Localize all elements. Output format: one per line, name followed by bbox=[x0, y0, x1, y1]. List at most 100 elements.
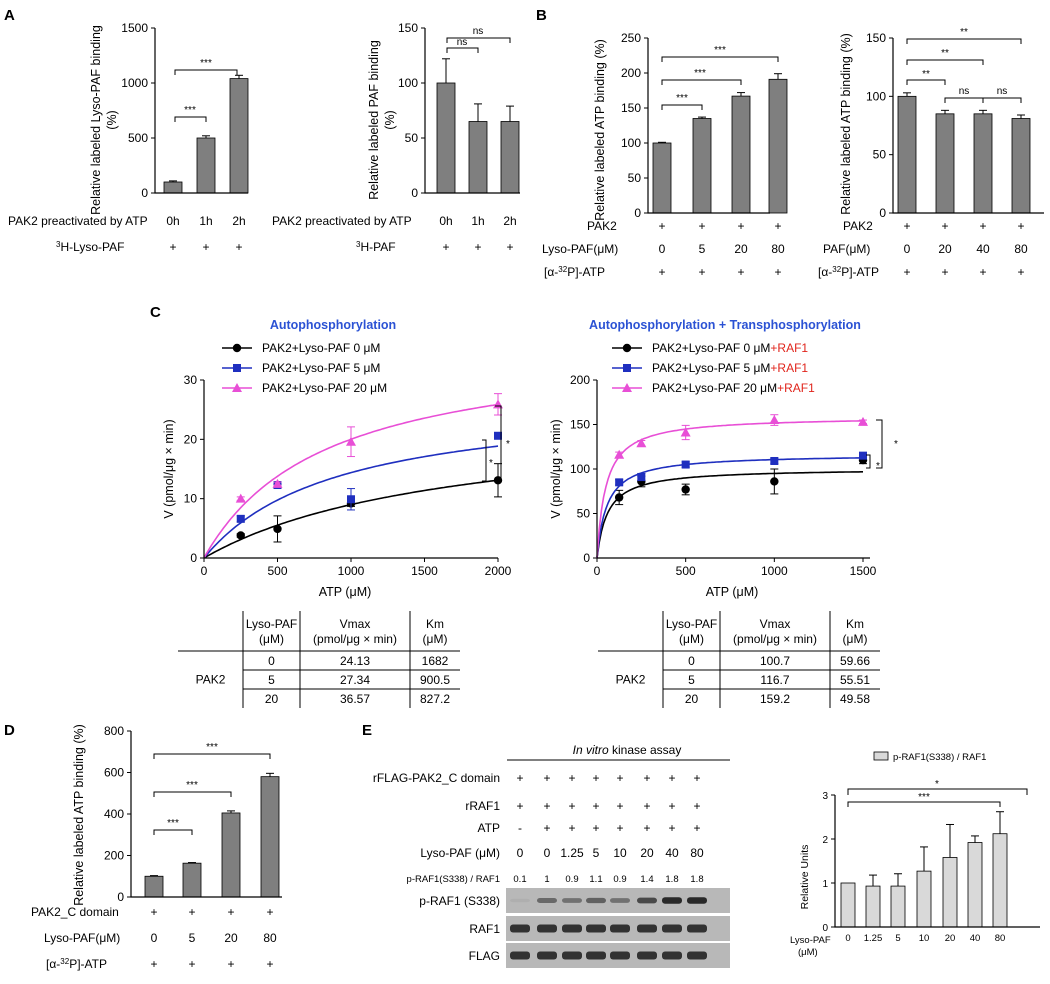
d-sig-3: *** bbox=[206, 742, 218, 753]
a-left-row1-value: 0h bbox=[166, 214, 179, 228]
c-right-legend-label: PAK2+Lyso-PAF 20 μM+RAF1 bbox=[652, 381, 815, 395]
e-bar bbox=[967, 842, 983, 928]
b-left-row3-post: P]-ATP bbox=[567, 265, 605, 279]
a-right-bars bbox=[436, 58, 520, 194]
c-right-legend-label: PAK2+Lyso-PAF 5 μM+RAF1 bbox=[652, 361, 808, 375]
b-left-row2-value: 0 bbox=[659, 242, 666, 256]
d-row3-post: P]-ATP bbox=[69, 957, 107, 971]
b-left-bracket-1 bbox=[661, 104, 703, 110]
b-right-row3-value: + bbox=[1017, 265, 1024, 279]
a-right-ylabel-2: (%) bbox=[383, 110, 397, 129]
c-right-xtick-label: 1000 bbox=[761, 564, 788, 578]
d-row2-value: 5 bbox=[189, 931, 196, 945]
e-blot-band bbox=[610, 898, 630, 903]
c-right-legend-point-square bbox=[623, 364, 631, 372]
c-right-legend-text: PAK2+Lyso-PAF 0 μM bbox=[652, 341, 770, 355]
d-row3-sup: 32 bbox=[60, 957, 69, 966]
c-left-axes bbox=[203, 380, 498, 559]
e-ratio-value: 1.8 bbox=[665, 874, 678, 885]
b-right-row2-value: 80 bbox=[1014, 242, 1028, 256]
d-bar bbox=[260, 776, 280, 898]
e-row-value: 5 bbox=[593, 846, 600, 860]
c-right-xlabel: ATP (μM) bbox=[706, 585, 759, 599]
c-left-table-cell: 5 bbox=[268, 673, 275, 687]
c-left-table-header: Vmax bbox=[340, 617, 371, 631]
b-left-row2-value: 20 bbox=[734, 242, 748, 256]
c-left-table-cell: 0 bbox=[268, 654, 275, 668]
e-row-value: + bbox=[592, 821, 599, 835]
c-left-kinetics-table: Lyso-PAF(μM)Vmax(pmol/μg × min)Km(μM)PAK… bbox=[178, 611, 460, 708]
a-left-sig-2: *** bbox=[200, 58, 212, 69]
e-blot-band bbox=[562, 898, 582, 903]
b-right-bar bbox=[935, 113, 955, 214]
b-left-row3-sup: 32 bbox=[558, 265, 567, 274]
c-right-table-cell: 0 bbox=[688, 654, 695, 668]
e-ratio-value: 1.8 bbox=[690, 874, 703, 885]
a-right-sig-2: ns bbox=[473, 26, 484, 37]
b-right-ytick-label: 0 bbox=[879, 206, 886, 220]
e-blot-band bbox=[586, 951, 606, 960]
b-left-sig-3: *** bbox=[714, 45, 726, 56]
e-row-value: 40 bbox=[665, 846, 679, 860]
c-left-xtick-label: 1000 bbox=[338, 564, 365, 578]
c-left-xtick-label: 1500 bbox=[411, 564, 438, 578]
e-ytick-label: 0 bbox=[822, 923, 828, 934]
d-bar bbox=[221, 812, 241, 898]
c-left-legend-label: PAK2+Lyso-PAF 20 μM bbox=[262, 381, 387, 395]
c-right-point-square bbox=[859, 451, 867, 460]
e-blot-band bbox=[610, 924, 630, 933]
d-row2-value: 20 bbox=[224, 931, 238, 945]
c-right-ytick-label: 200 bbox=[570, 373, 590, 387]
d-row1-value: + bbox=[188, 905, 195, 919]
c-right-plot bbox=[596, 414, 868, 559]
c-left-xlabel: ATP (μM) bbox=[319, 585, 372, 599]
c-right-table-cell: 59.66 bbox=[840, 654, 870, 668]
c-right-ticks: 0 500 1000 1500 0 50 100 150 200 bbox=[570, 373, 877, 578]
a-right-ylabel-1: Relative labeled PAF binding bbox=[367, 40, 381, 200]
c-left-bracket-2 bbox=[495, 405, 502, 482]
d-row3-label: [α-32P]-ATP bbox=[46, 957, 107, 972]
b-right-row3-post: P]-ATP bbox=[841, 265, 879, 279]
d-row2-value: 80 bbox=[263, 931, 277, 945]
c-right-bracket-1 bbox=[866, 454, 871, 469]
b-left-ytick-label: 50 bbox=[628, 171, 642, 185]
d-row1-value: + bbox=[150, 905, 157, 919]
c-right-legend-suffix: +RAF1 bbox=[777, 381, 815, 395]
e-xtick-label: 5 bbox=[895, 933, 900, 944]
c-right-table-cell: 116.7 bbox=[760, 673, 789, 687]
c-right-table-cell: 5 bbox=[688, 673, 695, 687]
c-right-table-cell: 159.2 bbox=[760, 692, 790, 706]
c-right-xtick-label: 0 bbox=[594, 564, 601, 578]
e-row-label: rFLAG-PAK2_C domain bbox=[373, 771, 500, 785]
e-row-value: + bbox=[568, 799, 575, 813]
a-right-yticks: 0 50 100 150 bbox=[398, 21, 425, 200]
b-right-bar bbox=[1011, 118, 1031, 214]
b-left-row3-value: + bbox=[774, 265, 781, 279]
b-right-yticks: 0 50 100 150 bbox=[866, 31, 893, 220]
d-row1-label: PAK2_C domain bbox=[31, 905, 119, 919]
c-left-point-circle bbox=[493, 476, 503, 485]
e-blot-band bbox=[510, 951, 530, 960]
e-western-blots: p-RAF1 (S338) RAF1 FLAG bbox=[419, 888, 730, 968]
d-row3-pre: [α- bbox=[46, 957, 60, 971]
e-row-value: 10 bbox=[613, 846, 627, 860]
b-right-bracket-2 bbox=[906, 59, 984, 65]
c-left-point-circle bbox=[236, 531, 245, 540]
e-assay-italic: In vitro bbox=[573, 743, 609, 757]
e-row-value: + bbox=[616, 799, 623, 813]
b-right-row2-value: 40 bbox=[976, 242, 990, 256]
e-blot-band bbox=[687, 924, 707, 933]
c-left-sig-2: * bbox=[506, 439, 510, 450]
b-left-bar bbox=[731, 95, 751, 214]
c-right-ytick-label: 150 bbox=[570, 418, 590, 432]
a-left-row2-value: + bbox=[235, 240, 242, 254]
a-right-row2-value: + bbox=[506, 240, 513, 254]
e-blot-band bbox=[637, 924, 657, 933]
e-xlabel-1: Lyso-PAF bbox=[790, 935, 831, 946]
c-right-table-rowlabel: PAK2 bbox=[616, 673, 646, 687]
b-right-bracket-5 bbox=[982, 97, 1022, 103]
e-blot-band bbox=[537, 924, 557, 933]
e-sig-1: * bbox=[935, 779, 939, 790]
b-right-row3-label: [α-32P]-ATP bbox=[818, 265, 879, 280]
